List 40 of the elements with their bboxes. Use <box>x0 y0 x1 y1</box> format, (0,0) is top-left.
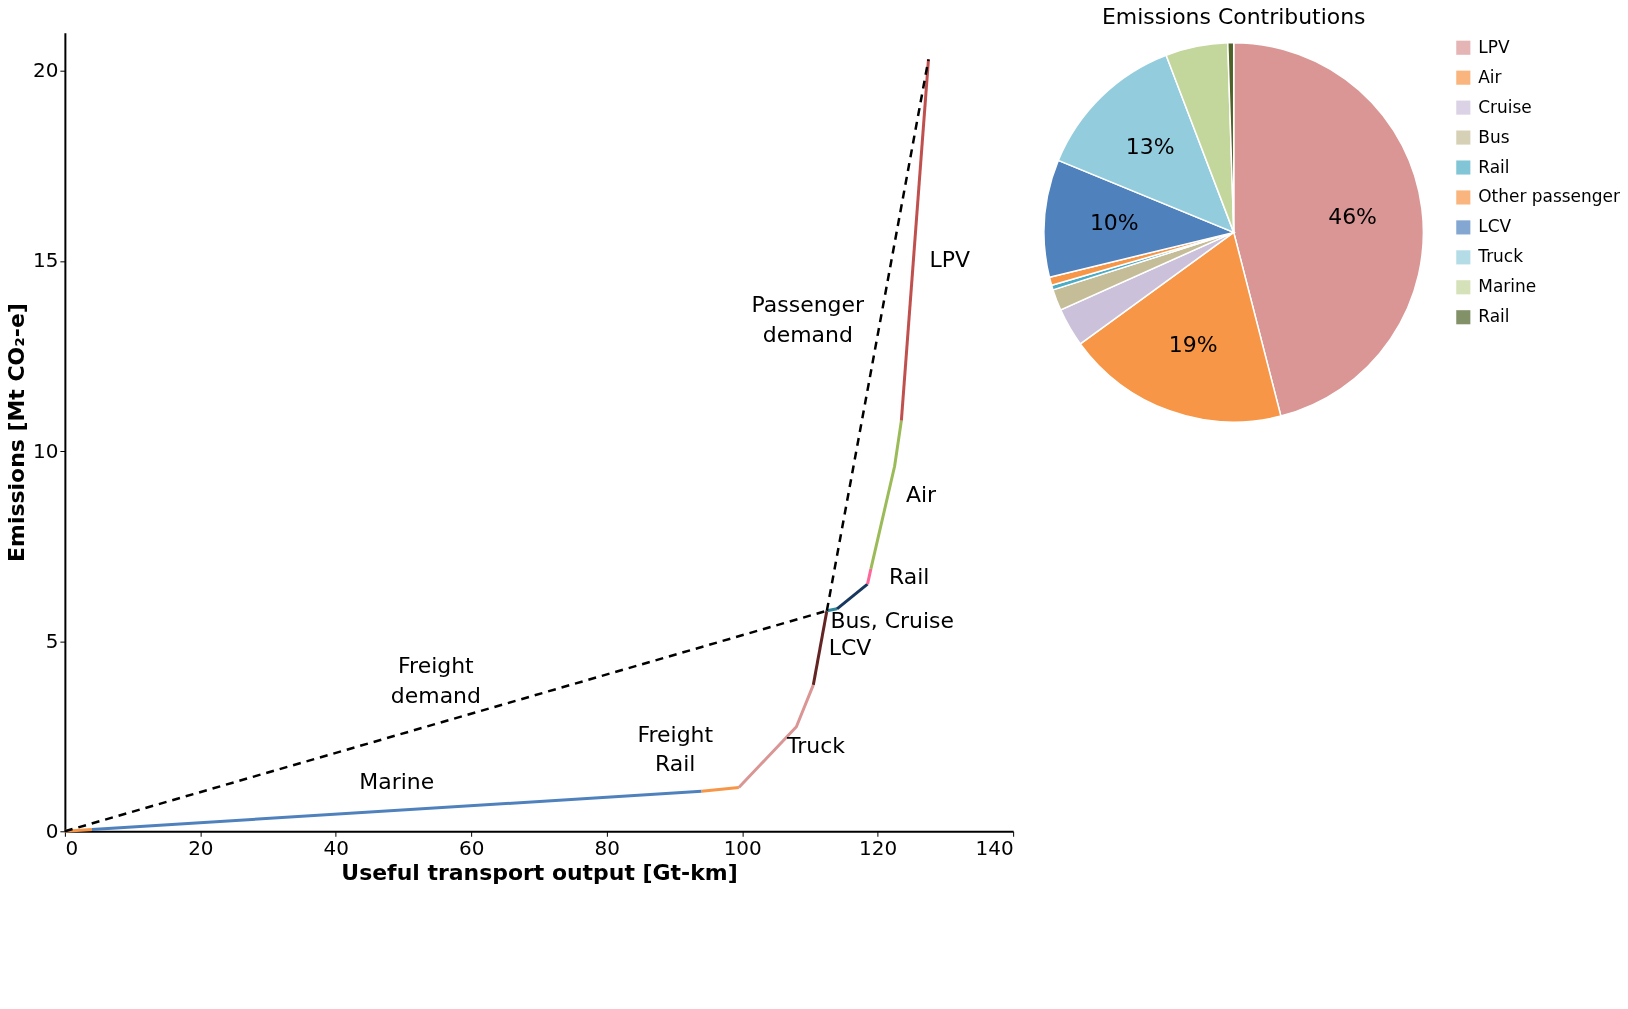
y-tick-label: 10 <box>33 438 59 463</box>
series-label: Passenger demand <box>751 292 865 348</box>
legend-label: Air <box>1478 66 1502 87</box>
x-axis-title: Useful transport output [Gt-km] <box>341 859 738 885</box>
data-label: 46% <box>1328 204 1377 230</box>
legend-label: LPV <box>1478 36 1510 57</box>
data-label: 13% <box>1125 133 1175 159</box>
y-tick-label: 5 <box>45 628 59 653</box>
x-tick-label: 140 <box>975 835 1014 860</box>
x-tick-label: 60 <box>459 835 485 860</box>
legend-label: Truck <box>1477 246 1524 267</box>
legend-label: LCV <box>1478 216 1512 237</box>
legend-label: Rail <box>1478 156 1510 177</box>
y-axis-title: Emissions [Mt CO₂-e] <box>4 303 30 562</box>
y-tick-label: 15 <box>33 248 59 273</box>
legend-label: Cruise <box>1478 96 1532 117</box>
series-label: Freight Rail <box>637 721 714 777</box>
series-label: LCV <box>828 634 872 660</box>
legend-label: Other passenger <box>1478 186 1620 207</box>
series-label: Rail <box>888 563 930 589</box>
data-label: 10% <box>1089 210 1139 236</box>
y-tick-label: 0 <box>45 818 59 843</box>
series-label: Marine <box>359 769 435 795</box>
x-tick-label: 80 <box>594 835 620 860</box>
x-tick-label: 20 <box>188 835 214 860</box>
y-tick-label: 20 <box>33 58 59 83</box>
x-tick-label: 40 <box>323 835 349 860</box>
x-tick-label: 120 <box>859 835 898 860</box>
x-tick-label: 100 <box>723 835 762 860</box>
legend-label: Bus <box>1478 126 1510 147</box>
series-label: LPV <box>929 246 971 272</box>
legend-label: Marine <box>1478 276 1537 297</box>
series-label: Truck <box>786 733 846 759</box>
chart-title: Emissions Contributions <box>1101 3 1366 29</box>
series-label: Air <box>906 481 938 507</box>
series-label: Bus, Cruise <box>830 608 954 634</box>
data-label: 19% <box>1168 332 1218 358</box>
x-tick-label: 0 <box>65 835 79 860</box>
legend-label: Rail <box>1478 306 1510 327</box>
series-label: Freight demand <box>390 653 481 709</box>
